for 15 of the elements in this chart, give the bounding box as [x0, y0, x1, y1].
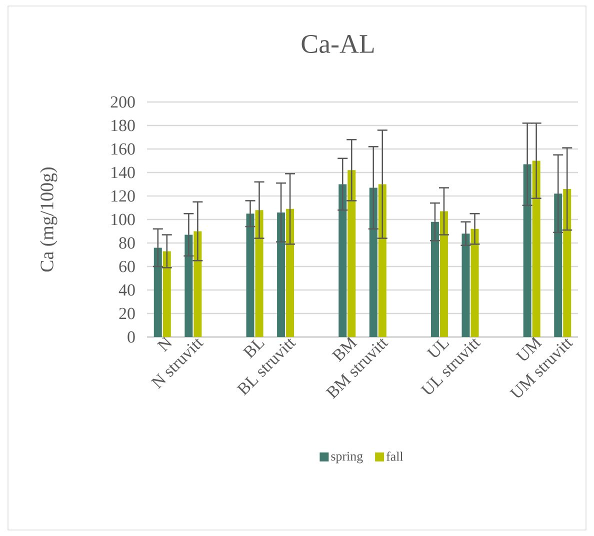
y-tick-label: 100: [112, 214, 135, 226]
y-tick-label: 160: [112, 143, 135, 155]
y-tick-label: 60: [119, 260, 135, 272]
y-tick-label: 180: [112, 120, 135, 132]
y-tick-label: 140: [112, 166, 135, 178]
y-tick-label: 200: [110, 96, 135, 108]
y-tick-label: 80: [119, 237, 135, 249]
y-tick-label: 120: [112, 190, 135, 202]
y-tick-label: 0: [128, 331, 135, 343]
legend-label: spring: [331, 452, 363, 464]
y-tick-label: 20: [119, 308, 135, 320]
y-tick-label: 40: [118, 284, 135, 296]
y-axis-title: Ca (mg/100g): [40, 168, 58, 272]
legend-label: fall: [386, 452, 404, 461]
chart-title: Ca-AL: [302, 34, 374, 54]
